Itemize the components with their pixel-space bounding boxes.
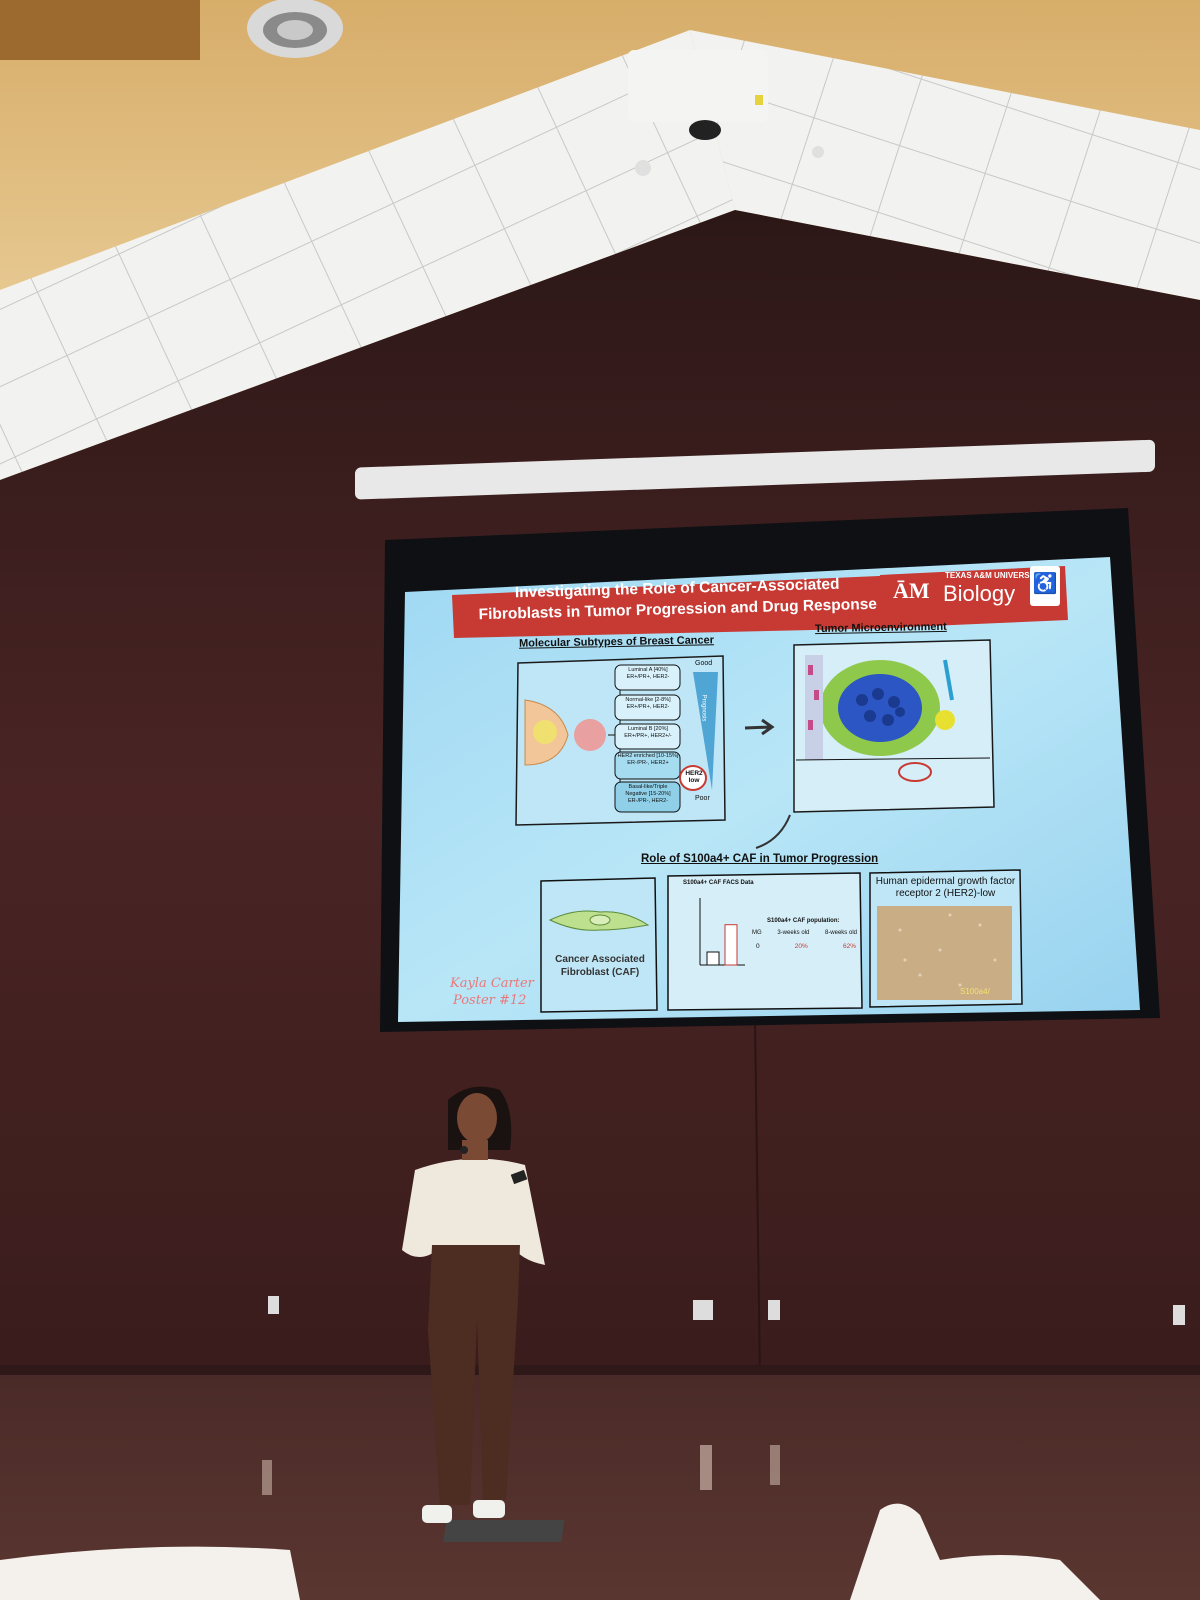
logo-department: Biology bbox=[943, 581, 1016, 606]
facs-bar-8-weeks bbox=[724, 924, 738, 966]
tiled-soffit-left bbox=[0, 30, 735, 480]
her2-panel-stain: S100a4/ bbox=[960, 987, 990, 996]
tiled-soffit-right bbox=[690, 30, 1200, 300]
subtype-name: Luminal A [40%] bbox=[628, 667, 668, 673]
floor-vent bbox=[443, 1520, 565, 1542]
caf-highlight bbox=[898, 762, 932, 782]
subtype-boxes bbox=[614, 664, 681, 813]
screen-housing bbox=[355, 439, 1155, 500]
prognosis-good: Good bbox=[695, 660, 713, 667]
logo-university: TEXAS A&M UNIVERSITY bbox=[945, 571, 1043, 580]
logo-atm: ĀM bbox=[893, 578, 930, 603]
her2-micrograph bbox=[877, 906, 1012, 1000]
projector-icon bbox=[628, 50, 768, 140]
caf-panel bbox=[540, 877, 658, 1013]
facs-value: 20% bbox=[794, 943, 808, 950]
facs-panel bbox=[667, 872, 863, 1011]
subtype-name: HER2 enriched [10-15%] bbox=[617, 753, 679, 759]
wall-outlet bbox=[768, 1300, 780, 1320]
facs-title: S100a4+ CAF FACS Data bbox=[683, 880, 754, 886]
curved-arrow-icon bbox=[755, 814, 791, 849]
subtype-markers: ER+/PR+, HER2- bbox=[626, 674, 670, 680]
prognosis-poor: Poor bbox=[695, 795, 710, 802]
sprinkler-icon bbox=[812, 146, 824, 158]
presenter-name: Kayla Carter bbox=[450, 976, 534, 991]
subtype-name: Normal-like [2-8%] bbox=[625, 697, 671, 703]
facs-value: 62% bbox=[842, 943, 856, 950]
tumor-illustration bbox=[574, 719, 606, 751]
ceiling-panel bbox=[0, 0, 200, 60]
facs-bar-chart bbox=[699, 898, 745, 966]
presenter-poster: Poster #12 bbox=[453, 993, 527, 1008]
arrow-right-icon bbox=[744, 718, 775, 736]
facs-column: 3-weeks old bbox=[777, 930, 810, 936]
subtype-name: Basal-like/Triple Negative [15-20%] bbox=[625, 784, 671, 797]
slide-logo-banner bbox=[880, 566, 1068, 628]
ceiling-vent-icon bbox=[247, 0, 343, 58]
subtype-markers: ER-/PR-, HER2- bbox=[627, 798, 669, 804]
facs-population: S100a4+ CAF population: bbox=[767, 918, 840, 924]
prognosis-label: Prognosis bbox=[700, 694, 707, 722]
subtype-markers: ER-/PR-, HER2+ bbox=[627, 760, 669, 766]
sprinkler-icon bbox=[635, 160, 651, 176]
section-role: Role of S100a4+ CAF in Tumor Progression bbox=[641, 853, 879, 865]
caf-label: Cancer Associated Fibroblast (CAF) bbox=[555, 954, 645, 978]
logo-mascot-icon: ♿ bbox=[1030, 566, 1060, 606]
facs-column: MG bbox=[752, 930, 762, 936]
subtype-name: Luminal B [20%] bbox=[627, 726, 669, 732]
slide-title-banner bbox=[452, 575, 903, 638]
facs-column: 8-weeks old bbox=[824, 930, 857, 936]
prognosis-wedge bbox=[693, 672, 718, 790]
her2-panel-title: Human epidermal growth factor receptor 2… bbox=[875, 876, 1016, 899]
wall-outlet bbox=[693, 1300, 713, 1320]
presenter bbox=[402, 1086, 545, 1523]
subtype-markers: ER+/PR+, HER2+/- bbox=[624, 733, 672, 739]
her2-low-label: HER2 low bbox=[685, 770, 703, 784]
section-microenvironment: Tumor Microenvironment bbox=[814, 620, 947, 636]
vessel bbox=[805, 655, 823, 760]
her2-low-circle bbox=[679, 765, 707, 791]
wall-outlet bbox=[268, 1296, 279, 1314]
chair bbox=[0, 1546, 300, 1600]
subtype-markers: ER+/PR+, HER2- bbox=[626, 704, 670, 710]
wall-outlet bbox=[1173, 1305, 1185, 1325]
facs-value: 0 bbox=[756, 943, 760, 950]
chair bbox=[850, 1503, 1100, 1600]
facs-bar-3-weeks bbox=[706, 951, 720, 966]
